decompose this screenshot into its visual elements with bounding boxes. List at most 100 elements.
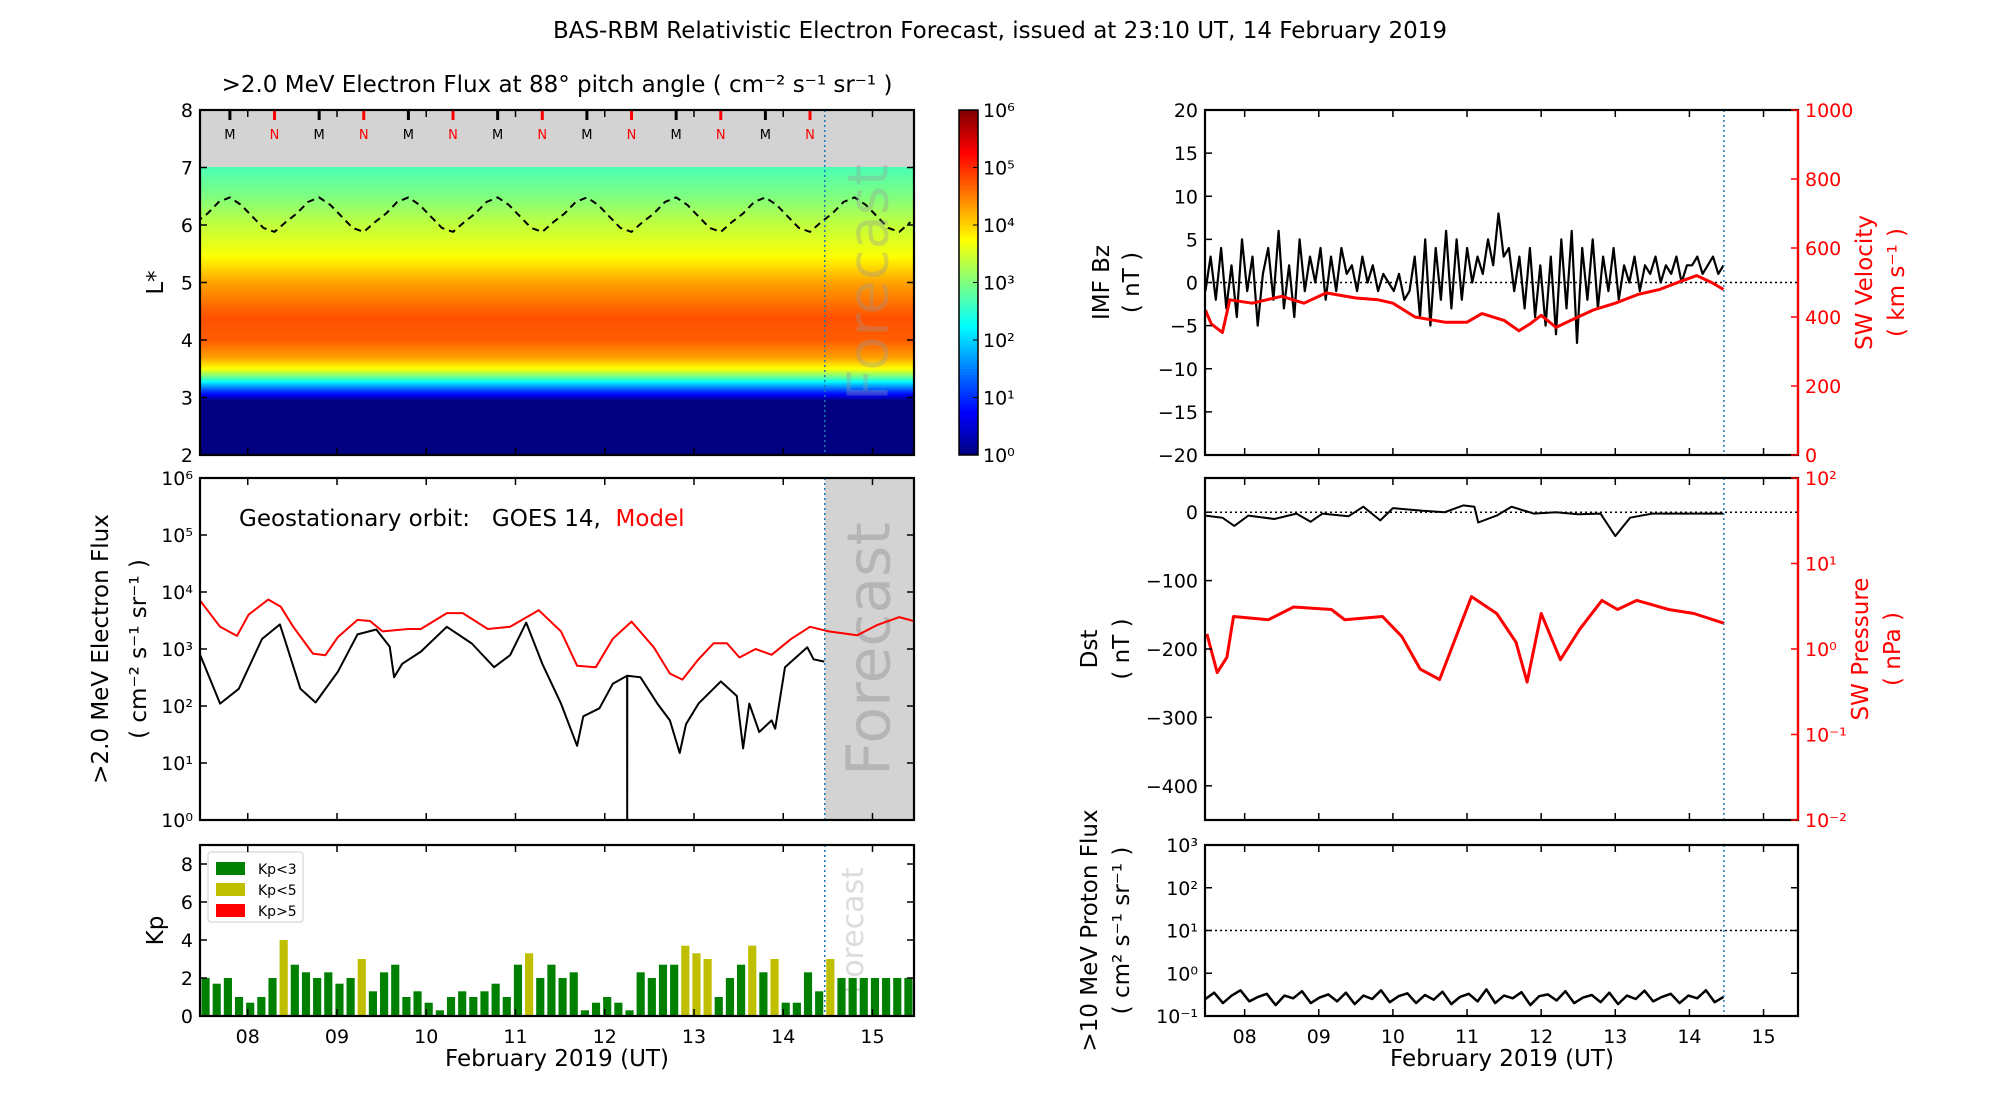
kp-bar [737,964,746,1016]
kp-bar [212,983,221,1016]
goes-flux-panel: Forecast [200,478,914,820]
x-tick-label: 08 [236,1026,260,1048]
heatmap-cell [200,246,914,249]
heatmap-cell [200,338,914,341]
heatmap-cell [200,313,914,316]
x-axis-label-left: February 2019 (UT) [445,1046,669,1072]
colorbar-cell [959,345,978,350]
heatmap-cell [200,317,914,320]
right-y-tick-label: 10¹ [1805,554,1837,576]
kp-bar [815,991,824,1016]
heatmap-cell [200,241,914,244]
heatmap-cell [200,244,914,247]
heatmap-cell [200,326,914,329]
heatmap-cell [200,413,914,416]
heatmap-cell [200,331,914,334]
heatmap-cell [200,187,914,190]
colorbar-cell [959,270,978,275]
colorbar-cell [959,333,978,338]
heatmap-cell [200,292,914,295]
heatmap-cell [200,296,914,300]
series-line-goes-14 [200,621,825,820]
heatmap-cell [200,421,914,424]
heatmap-cell [200,259,914,262]
heatmap-cell [200,316,914,319]
heatmap-cell [200,415,914,418]
right-y-tick-label: 600 [1805,238,1841,260]
colorbar-cell [959,328,978,332]
heatmap-cell [200,211,914,214]
heatmap-cell [200,423,914,426]
y-tick-label: 10⁻¹ [1156,1006,1198,1028]
heatmap-cell [200,346,914,349]
heatmap-cell [200,409,914,412]
y-tick-label: 10⁰ [1166,963,1198,985]
y-tick-label: 0 [181,1006,193,1028]
heatmap-cell [200,390,914,393]
kp-bar [469,997,478,1016]
y-tick-label: 10⁶ [161,468,193,490]
y-axis-label: ( cm² s⁻¹ sr⁻¹ ) [1109,847,1135,1015]
heatmap-cell [200,269,914,272]
heatmap-cell [200,387,914,390]
heatmap-cell [200,452,914,455]
colorbar-cell [959,405,978,410]
kp-bar [792,1002,801,1016]
heatmap-cell [200,248,914,251]
colorbar-cell [959,287,978,292]
colorbar-cell [959,299,978,304]
heatmap-cell [200,420,914,423]
heatmap-cell [200,438,914,441]
kp-bar [904,978,913,1016]
heatmap-cell [200,416,914,419]
flux-heatmap-panel: M N M N M N M N M N M N M N Forecast [200,110,914,455]
colorbar-cell [959,169,978,174]
heatmap-cell [200,181,914,185]
heatmap-cell [200,282,914,285]
heatmap-cell [200,288,914,292]
y-tick-label: −300 [1146,707,1198,729]
marker-label-N: N [805,128,815,143]
forecast-watermark: Forecast [834,522,904,776]
colorbar-cell [959,420,978,424]
kp-bar [446,997,456,1016]
y-tick-label: −400 [1146,776,1198,798]
colorbar-cell [959,330,978,335]
marker-label-N: N [448,128,458,143]
y-axis-label: ( nT ) [1109,618,1135,679]
colorbar-cell [959,325,978,329]
y-axis-label: L* [143,270,169,294]
x-tick-label: 12 [593,1026,617,1048]
colorbar-cell [959,178,978,183]
colorbar-tick-label: 10⁰ [983,445,1015,467]
colorbar-cell [959,146,978,151]
y-tick-label: −200 [1146,639,1198,661]
heatmap-cell [200,337,914,340]
heatmap-cell [200,443,914,446]
heatmap-cell [200,280,914,283]
colorbar-cell [959,293,978,298]
right-y-tick-label: 10⁻² [1805,810,1847,832]
kp-bar [413,991,422,1016]
heatmap-cell [200,303,914,306]
x-tick-label: 10 [414,1026,438,1048]
colorbar-cell [959,144,978,148]
kp-bar [636,972,645,1016]
heatmap-cell [200,169,914,172]
kp-bar [301,972,311,1016]
colorbar-cell [959,247,978,252]
heatmap-cell [200,323,914,326]
x-tick-label: 15 [1751,1026,1775,1048]
heatmap-cell [200,270,914,273]
kp-bar [580,1010,589,1016]
heatmap-cell [200,348,914,351]
heatmap-cell [200,336,914,339]
series-line-sw-velocity [1205,274,1725,334]
colorbar-cell [959,351,978,355]
heatmap-cell [200,361,914,364]
colorbar-cell [959,348,978,352]
kp-bar [703,959,712,1016]
colorbar-cell [959,201,978,206]
heatmap-cell [200,265,914,269]
right-y-tick-label: 0 [1805,445,1817,467]
